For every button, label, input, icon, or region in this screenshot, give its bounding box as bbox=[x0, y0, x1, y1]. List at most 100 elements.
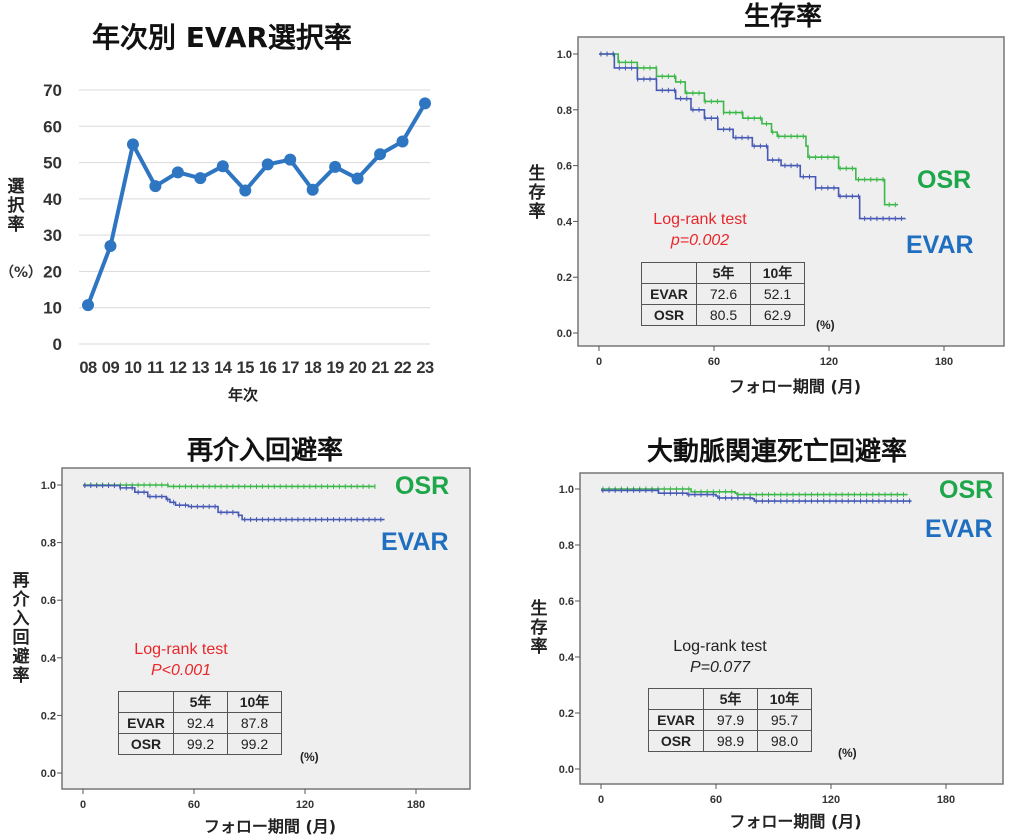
data-point bbox=[149, 180, 162, 193]
ylabel-char: 率 bbox=[12, 666, 30, 686]
km-curve-evar bbox=[599, 53, 906, 220]
survival-table-unit: (%) bbox=[816, 318, 835, 332]
series-line bbox=[86, 102, 427, 306]
table-cell: 72.6 bbox=[696, 283, 751, 305]
table-cell: OSR bbox=[641, 304, 697, 326]
reintervention-xlabel: フォロー期間 (月) bbox=[204, 817, 336, 835]
table-cell: EVAR bbox=[641, 283, 697, 305]
ylabel-char: 存 bbox=[528, 183, 546, 203]
table-header-row: 5年 10年 bbox=[648, 688, 812, 710]
y-tick-label: 60 bbox=[43, 117, 62, 136]
aortic-death-ylabel: 生存率 bbox=[529, 600, 549, 657]
reintervention-table: 5年 10年 EVAR 92.4 87.8 OSR 99.2 99.2 bbox=[118, 691, 282, 755]
y-tick-label: 0.8 bbox=[41, 538, 56, 550]
y-tick-label: 1.0 bbox=[41, 480, 56, 492]
table-cell bbox=[118, 691, 174, 713]
y-tick-label: 0.4 bbox=[557, 216, 573, 228]
table-header-row: 5年 10年 bbox=[118, 691, 282, 713]
aortic-death-logrank-p: P=0.077 bbox=[689, 659, 751, 676]
data-point bbox=[329, 160, 342, 173]
table-cell: 5年 bbox=[703, 688, 758, 710]
ylabel-char: 入 bbox=[12, 609, 30, 629]
table-cell: 95.7 bbox=[757, 709, 812, 731]
table-row: EVAR 92.4 87.8 bbox=[118, 712, 282, 734]
line-chart-ylabel-unit: （%） bbox=[0, 265, 43, 281]
ylabel-char: 択 bbox=[7, 196, 25, 216]
data-point bbox=[284, 153, 297, 166]
table-cell: 10年 bbox=[227, 691, 282, 713]
x-tick-label: 0 bbox=[598, 794, 604, 806]
reintervention-logrank-name: Log-rank test bbox=[134, 641, 228, 658]
data-point bbox=[261, 158, 274, 171]
x-tick-label: 21 bbox=[371, 359, 389, 377]
x-tick-label: 17 bbox=[282, 359, 300, 377]
y-tick-label: 0.8 bbox=[557, 105, 572, 117]
y-tick-label: 0.2 bbox=[41, 710, 56, 722]
x-tick-label: 22 bbox=[394, 359, 412, 377]
x-tick-label: 0 bbox=[80, 799, 86, 811]
y-tick-label: 1.0 bbox=[557, 49, 572, 61]
y-tick-label: 0 bbox=[53, 335, 62, 354]
ylabel-char: 率 bbox=[7, 215, 25, 235]
table-cell: 62.9 bbox=[750, 304, 805, 326]
table-cell: 99.2 bbox=[173, 733, 228, 755]
y-tick-label: 20 bbox=[43, 262, 62, 281]
x-tick-label: 120 bbox=[822, 794, 840, 806]
y-tick-label: 0.4 bbox=[41, 653, 57, 665]
table-cell: 98.9 bbox=[703, 730, 758, 752]
table-cell: 99.2 bbox=[227, 733, 282, 755]
data-point bbox=[82, 299, 94, 312]
x-tick-label: 180 bbox=[407, 799, 425, 811]
aortic-death-title: 大動脈関連死亡回避率 bbox=[647, 436, 907, 467]
y-tick-label: 0.6 bbox=[559, 596, 574, 608]
x-tick-label: 60 bbox=[710, 794, 722, 806]
table-row: OSR 98.9 98.0 bbox=[648, 730, 812, 752]
table-cell bbox=[648, 688, 704, 710]
line-chart-xlabel: 年次 bbox=[228, 386, 258, 404]
data-point bbox=[194, 172, 207, 185]
table-header-row: 5年 10年 bbox=[641, 262, 805, 284]
table-cell: 5年 bbox=[173, 691, 228, 713]
x-tick-label: 16 bbox=[259, 359, 277, 377]
line-chart-ylabel: 選択率 bbox=[6, 178, 26, 235]
ylabel-char: 回 bbox=[12, 628, 30, 648]
table-cell bbox=[641, 262, 697, 284]
x-tick-label: 19 bbox=[326, 359, 344, 377]
data-point bbox=[126, 138, 139, 151]
ylabel-char: 存 bbox=[530, 618, 548, 638]
reintervention-title: 再介入回避率 bbox=[187, 435, 343, 466]
data-point bbox=[171, 166, 184, 179]
data-point bbox=[374, 148, 387, 161]
table-cell: 80.5 bbox=[696, 304, 751, 326]
aortic-death-osr-label: OSR bbox=[939, 476, 994, 504]
reintervention-logrank: Log-rank test P<0.001 bbox=[121, 639, 241, 681]
km-curve-evar bbox=[601, 489, 912, 502]
x-tick-label: 18 bbox=[304, 359, 322, 377]
survival-logrank-p: p=0.002 bbox=[670, 232, 730, 249]
y-tick-label: 0.2 bbox=[559, 708, 574, 720]
data-point bbox=[396, 135, 409, 148]
table-cell: OSR bbox=[118, 733, 174, 755]
x-tick-label: 12 bbox=[169, 359, 187, 377]
table-cell: 87.8 bbox=[227, 712, 282, 734]
x-tick-label: 23 bbox=[416, 359, 434, 377]
table-cell: 98.0 bbox=[757, 730, 812, 752]
x-tick-label: 120 bbox=[820, 356, 838, 368]
x-tick-label: 60 bbox=[188, 799, 200, 811]
y-tick-label: 0.8 bbox=[559, 540, 574, 552]
x-tick-label: 0 bbox=[596, 356, 602, 368]
table-cell: 10年 bbox=[750, 262, 805, 284]
y-tick-label: 30 bbox=[43, 226, 62, 245]
y-tick-label: 10 bbox=[43, 299, 62, 318]
data-point bbox=[216, 160, 229, 173]
reintervention-table-unit: (%) bbox=[300, 750, 319, 764]
table-cell: EVAR bbox=[648, 709, 704, 731]
ylabel-char: 率 bbox=[530, 637, 548, 657]
survival-title: 生存率 bbox=[744, 1, 822, 32]
data-point bbox=[239, 184, 252, 197]
table-row: EVAR 97.9 95.7 bbox=[648, 709, 812, 731]
ylabel-char: 介 bbox=[12, 590, 30, 610]
reintervention-ylabel: 再介入回避率 bbox=[11, 572, 31, 686]
reintervention-osr-label: OSR bbox=[395, 472, 450, 500]
data-point bbox=[351, 172, 364, 185]
